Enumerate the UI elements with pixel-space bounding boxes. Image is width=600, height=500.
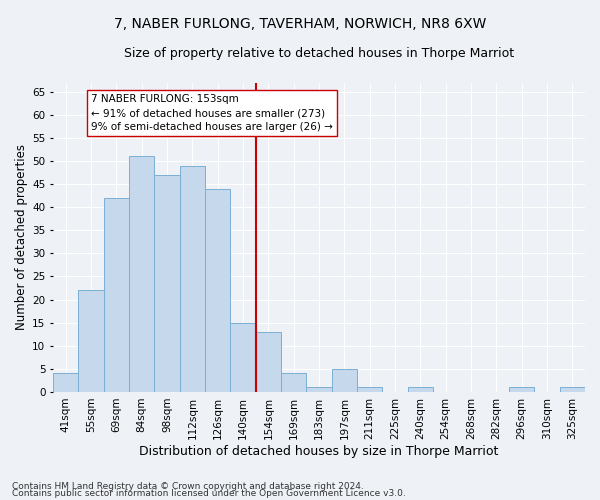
Title: Size of property relative to detached houses in Thorpe Marriot: Size of property relative to detached ho… [124, 48, 514, 60]
Bar [154, 175, 180, 392]
Bar [332, 369, 357, 392]
Bar [307, 388, 332, 392]
Bar [79, 290, 104, 392]
Bar [53, 374, 79, 392]
Text: Contains HM Land Registry data © Crown copyright and database right 2024.: Contains HM Land Registry data © Crown c… [12, 482, 364, 491]
Bar [560, 388, 585, 392]
Bar [407, 388, 433, 392]
Bar [230, 322, 256, 392]
Text: 7, NABER FURLONG, TAVERHAM, NORWICH, NR8 6XW: 7, NABER FURLONG, TAVERHAM, NORWICH, NR8… [114, 18, 486, 32]
Bar [180, 166, 205, 392]
X-axis label: Distribution of detached houses by size in Thorpe Marriot: Distribution of detached houses by size … [139, 444, 499, 458]
Bar [357, 388, 382, 392]
Text: Contains public sector information licensed under the Open Government Licence v3: Contains public sector information licen… [12, 490, 406, 498]
Bar [256, 332, 281, 392]
Bar [205, 188, 230, 392]
Text: 7 NABER FURLONG: 153sqm
← 91% of detached houses are smaller (273)
9% of semi-de: 7 NABER FURLONG: 153sqm ← 91% of detache… [91, 94, 333, 132]
Bar [281, 374, 307, 392]
Bar [104, 198, 129, 392]
Y-axis label: Number of detached properties: Number of detached properties [15, 144, 28, 330]
Bar [509, 388, 535, 392]
Bar [129, 156, 154, 392]
